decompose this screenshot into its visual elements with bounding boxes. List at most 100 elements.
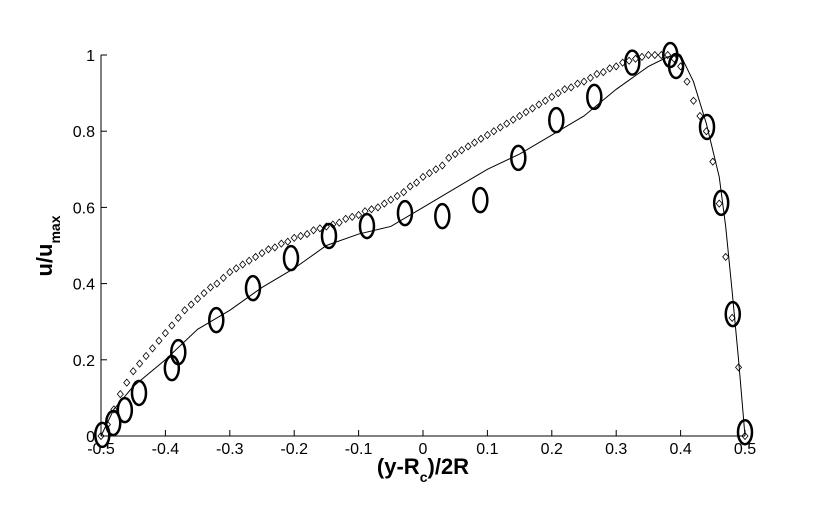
diamond-marker	[297, 231, 305, 241]
x-tick-label: 0.1	[476, 441, 498, 458]
ellipse-marker	[116, 396, 134, 424]
diamond-marker	[277, 239, 285, 248]
x-axis-title: (y-Rc)/2R	[377, 454, 469, 485]
diamond-marker	[496, 123, 504, 132]
diamond-marker	[535, 100, 543, 109]
diamond-marker	[123, 378, 131, 387]
diamond-marker	[438, 161, 446, 170]
x-tick-label: -0.1	[345, 441, 373, 458]
diamond-marker	[651, 50, 659, 60]
diamond-marker	[213, 279, 221, 288]
diamond-marker	[342, 214, 350, 223]
diamond-marker	[245, 256, 253, 265]
y-title-sub: max	[47, 215, 63, 243]
diamond-marker	[264, 245, 272, 254]
diamond-marker	[252, 252, 260, 262]
diamond-marker	[290, 233, 298, 242]
diamond-marker	[148, 344, 157, 353]
diamond-marker	[181, 306, 189, 315]
x-title-part: (y-R	[377, 454, 420, 479]
diamond-marker	[316, 224, 324, 233]
diamond-marker	[522, 108, 530, 117]
diamond-marker	[490, 127, 498, 136]
x-tick-label: -0.2	[280, 441, 308, 458]
diamond-marker	[219, 273, 227, 282]
diamond-marker	[509, 115, 517, 124]
diamond-marker	[303, 229, 311, 239]
diamond-marker	[239, 260, 247, 269]
diamond-marker	[174, 313, 182, 323]
ellipse-marker	[244, 274, 262, 302]
y-tick-label: 1	[86, 48, 95, 65]
diamond-marker	[586, 73, 594, 82]
diamond-marker	[528, 104, 537, 113]
ellipse-marker	[586, 83, 603, 111]
y-tick-label: 0.8	[73, 124, 95, 141]
diamond-marker	[696, 111, 704, 121]
y-tick-label: 0.6	[73, 200, 95, 217]
diamond-marker	[580, 77, 588, 86]
ellipse-marker	[130, 379, 148, 407]
diamond-marker	[200, 289, 208, 298]
ellipse-marker	[94, 421, 111, 449]
diamond-marker	[689, 96, 698, 105]
x-tick-label: 0.4	[669, 441, 691, 458]
y-tick-label: 0	[86, 429, 95, 446]
diamond-marker	[335, 218, 343, 227]
diamond-marker	[548, 92, 556, 102]
diamond-marker	[393, 191, 401, 201]
diamond-marker	[464, 142, 472, 151]
ellipse-marker	[170, 338, 187, 366]
diamond-marker	[516, 111, 524, 121]
diamond-marker	[574, 79, 582, 88]
diamond-marker	[400, 188, 408, 197]
diamond-marker	[477, 134, 485, 143]
diamond-marker	[413, 178, 421, 187]
diamond-marker	[226, 268, 234, 277]
diamond-marker	[612, 62, 620, 71]
y-tick-label: 0.2	[73, 353, 95, 370]
diamond-marker	[161, 329, 169, 338]
ellipse-marker	[667, 52, 685, 80]
diamond-marker	[355, 210, 363, 220]
ellipse-marker	[736, 418, 754, 446]
diamond-marker	[129, 367, 137, 376]
x-tick-label: -0.5	[87, 441, 115, 458]
ellipse-marker	[358, 212, 376, 240]
diamond-marker	[554, 88, 562, 98]
diamond-marker	[419, 172, 427, 182]
diamond-marker	[541, 96, 549, 105]
diamond-marker	[258, 249, 266, 258]
ellipse-marker	[282, 244, 300, 272]
diamond-marker	[110, 405, 118, 414]
ellipse-marker	[434, 202, 451, 230]
diamond-marker	[470, 138, 479, 147]
diamond-marker	[567, 83, 575, 92]
data-line	[100, 54, 746, 437]
y-axis-title: u/umax	[32, 215, 63, 276]
diamond-marker	[458, 146, 466, 155]
diamond-marker	[136, 359, 144, 368]
diamond-marker	[561, 85, 569, 94]
diamond-marker	[432, 165, 440, 174]
diamond-marker	[380, 199, 388, 208]
x-tick-label: 0.5	[734, 441, 756, 458]
diamond-marker	[206, 283, 215, 292]
diamond-marker	[445, 153, 453, 162]
x-title-part: )/2R	[428, 454, 470, 479]
diamond-marker	[425, 168, 433, 178]
y-tick-label: 0.4	[73, 277, 95, 294]
diamond-marker	[194, 294, 202, 303]
diamond-marker	[348, 212, 356, 222]
ellipse-marker	[712, 189, 730, 217]
diamond-marker	[735, 363, 743, 372]
diamond-marker	[116, 389, 124, 399]
x-tick-label: 0.3	[605, 441, 627, 458]
ellipse-marker	[698, 113, 716, 141]
x-title-sub: c	[420, 469, 428, 485]
diamond-marker	[664, 50, 672, 60]
diamond-marker	[606, 64, 614, 73]
diamond-marker	[722, 252, 730, 262]
ellipse-marker	[320, 222, 338, 250]
diamond-marker	[593, 69, 601, 79]
